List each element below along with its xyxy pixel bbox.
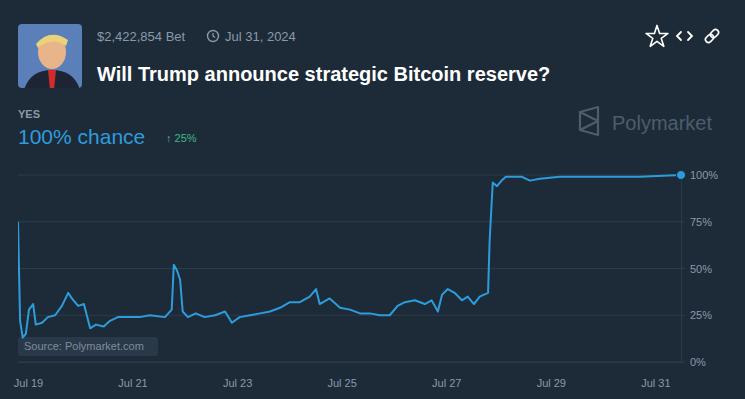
series-label: YES	[18, 108, 40, 120]
x-tick-label: Jul 23	[223, 377, 252, 389]
grid-line	[18, 362, 685, 363]
y-axis: 0% 25% 50% 75% 100%	[681, 169, 718, 368]
plot-area	[18, 171, 686, 338]
y-tick-label: 0%	[690, 356, 706, 368]
y-tick: 50%	[681, 263, 712, 275]
x-tick: Jul 25	[327, 362, 356, 389]
y-tick-label: 50%	[690, 263, 712, 275]
x-tick: Jul 23	[223, 362, 252, 389]
brand: Polymarket	[612, 112, 712, 134]
source: Source: Polymarket.com	[24, 340, 144, 352]
x-tick-label: Jul 19	[14, 377, 43, 389]
x-tick-label: Jul 29	[537, 377, 566, 389]
embed-icon[interactable]	[677, 32, 692, 40]
grid	[18, 175, 685, 362]
x-tick: Jul 19	[14, 362, 43, 389]
x-tick: Jul 27	[432, 362, 461, 389]
y-tick: 0%	[681, 356, 706, 368]
avatar	[18, 24, 82, 90]
x-tick-label: Jul 21	[118, 377, 147, 389]
avatar-hair	[36, 35, 68, 48]
y-tick: 75%	[681, 216, 712, 228]
source-box: Source: Polymarket.com	[18, 337, 158, 356]
x-tick: Jul 31	[641, 362, 670, 389]
volume: $2,422,854 Bet	[97, 29, 186, 44]
y-tick: 25%	[681, 309, 712, 321]
date: Jul 31, 2024	[225, 29, 296, 44]
avatar-suit	[24, 70, 80, 88]
avatar-tie	[48, 70, 56, 88]
y-tick-label: 25%	[690, 309, 712, 321]
brand-logo	[580, 107, 598, 135]
current-value: 100% chance	[18, 125, 145, 148]
last-point	[677, 171, 686, 180]
grid-line	[18, 221, 685, 222]
grid-line	[18, 315, 685, 316]
grid-line	[18, 175, 685, 176]
x-axis: Jul 19 Jul 21 Jul 23 Jul 25 Jul 27 Jul 29 Jul …	[14, 362, 682, 389]
y-tick-label: 75%	[690, 216, 712, 228]
x-tick-label: Jul 31	[641, 377, 670, 389]
background	[0, 0, 745, 399]
x-tick: Jul 21	[118, 362, 147, 389]
link-icon[interactable]	[704, 28, 720, 44]
line	[18, 175, 681, 338]
x-tick: Jul 29	[537, 362, 566, 389]
grid-line	[18, 268, 685, 269]
change: ↑ 25%	[166, 132, 197, 144]
y-tick: 100%	[681, 169, 718, 181]
x-tick-label: Jul 27	[432, 377, 461, 389]
source-bg	[18, 337, 158, 356]
star-icon[interactable]	[646, 25, 668, 46]
title: Will Trump announce strategic Bitcoin re…	[97, 63, 550, 85]
x-tick-label: Jul 25	[327, 377, 356, 389]
clock-icon	[208, 31, 219, 42]
x-axis-line	[19, 362, 682, 363]
y-axis-line	[681, 176, 682, 363]
chart-card: $2,422,854 Bet Jul 31, 2024 Will Trump ann…	[0, 0, 745, 399]
y-tick-label: 100%	[690, 169, 718, 181]
